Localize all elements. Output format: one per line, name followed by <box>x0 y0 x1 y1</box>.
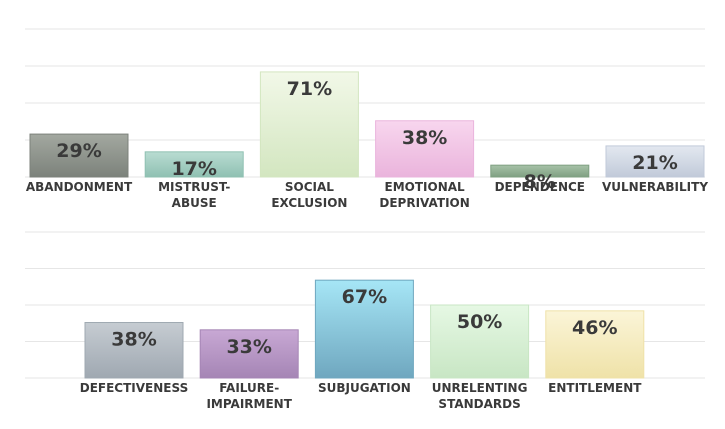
value-label-social-exclusion: 71% <box>287 78 332 100</box>
bar-dependence[interactable] <box>490 164 590 178</box>
category-label-vulnerability: VULNERABILITY <box>602 180 708 194</box>
bar-unrelenting-standards[interactable] <box>430 304 530 379</box>
chart-top: 29% ABANDONMENT 17%MISTRUST- ABUSE 71% SOCIAL… <box>25 28 708 210</box>
bar-mistrust-abuse[interactable] <box>144 151 244 178</box>
bar-emotional-deprivation[interactable] <box>375 120 475 178</box>
category-label-failure-impairment: FAILURE- <box>219 381 279 395</box>
category-label-abandonment: ABANDONMENT <box>26 180 133 194</box>
category-label-unrelenting-standards: UNRELENTING <box>432 381 528 395</box>
value-label-dependence: 8% <box>524 171 556 193</box>
value-label-failure-impairment: 33% <box>226 336 271 358</box>
category-label-emotional-deprivation: EMOTIONAL <box>385 180 466 194</box>
category-label-failure-impairment: IMPAIRMENT <box>206 397 292 411</box>
category-label-unrelenting-standards: STANDARDS <box>438 397 520 411</box>
category-label-social-exclusion: EXCLUSION <box>271 196 347 210</box>
bar-entitlement[interactable] <box>545 310 645 379</box>
value-label-entitlement: 46% <box>572 317 617 339</box>
value-label-subjugation: 67% <box>342 286 387 308</box>
bar-defectiveness[interactable] <box>84 322 184 379</box>
chart-bottom: 38% DEFECTIVENESS 33% FAILURE- IMPAIRMENT 67%… <box>25 231 705 411</box>
bar-subjugation[interactable] <box>314 279 414 379</box>
category-label-defectiveness: DEFECTIVENESS <box>80 381 188 395</box>
bar-abandonment[interactable] <box>29 133 129 178</box>
category-label-mistrust-abuse: ABUSE <box>172 196 217 210</box>
category-label-subjugation: SUBJUGATION <box>318 381 411 395</box>
category-label-mistrust-abuse: MISTRUST- <box>158 180 230 194</box>
value-label-mistrust-abuse: 17% <box>171 158 216 180</box>
category-label-social-exclusion: SOCIAL <box>285 180 334 194</box>
value-label-abandonment: 29% <box>56 140 101 162</box>
category-label-entitlement: ENTITLEMENT <box>548 381 642 395</box>
category-label-emotional-deprivation: DEPRIVATION <box>379 196 469 210</box>
category-label-dependence: DEPENDENCE <box>495 180 585 194</box>
value-label-emotional-deprivation: 38% <box>402 127 447 149</box>
bar-social-exclusion[interactable] <box>259 71 359 178</box>
bar-failure-impairment[interactable] <box>199 329 299 379</box>
value-label-unrelenting-standards: 50% <box>457 311 502 333</box>
bar-vulnerability[interactable] <box>605 145 705 178</box>
value-label-vulnerability: 21% <box>632 152 677 174</box>
value-label-defectiveness: 38% <box>111 329 156 351</box>
